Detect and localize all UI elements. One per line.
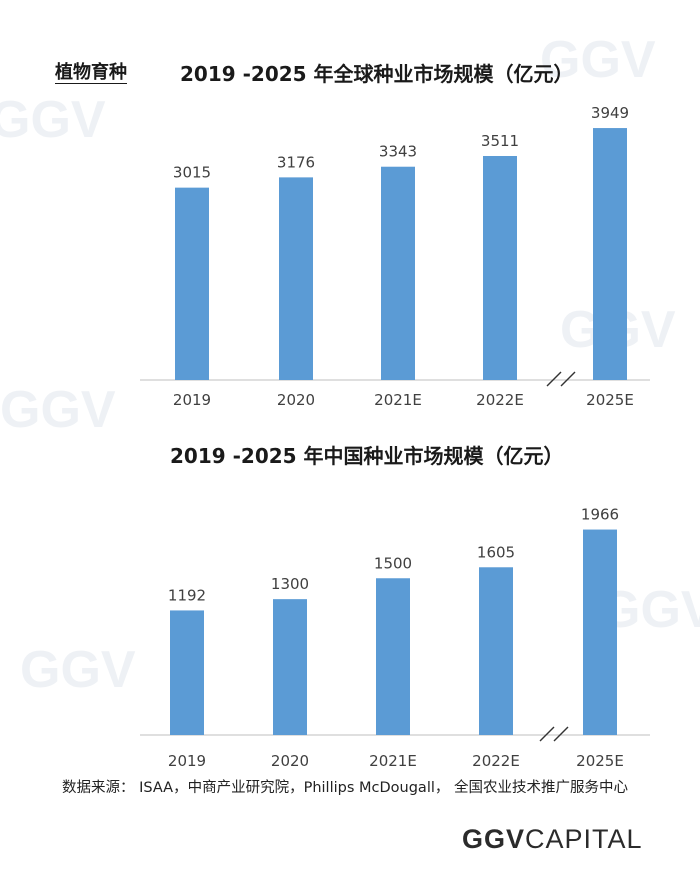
axis-break-stroke (560, 371, 576, 387)
tick-label-2019: 2019 (168, 752, 206, 770)
chart-title-china: 2019 -2025 年中国种业市场规模（亿元） (170, 444, 564, 468)
data-label-2021e: 1500 (374, 554, 412, 572)
bar-2019 (170, 610, 204, 735)
logo-ggv: GGV (462, 824, 526, 854)
axis-break-mark (539, 726, 569, 742)
bar-2020 (279, 177, 313, 380)
data-label-2019: 3015 (173, 164, 211, 182)
tick-label-2020: 2020 (277, 391, 315, 409)
chart-global: 3015 2019 3176 2020 3343 2021E 3511 2022E 3949 20… (140, 104, 650, 409)
tick-label-2020: 2020 (271, 752, 309, 770)
tick-label-2022e: 2022E (476, 391, 524, 409)
data-label-2022e: 3511 (481, 132, 519, 150)
bar-2022e (479, 567, 513, 735)
bar-2020 (273, 599, 307, 735)
data-label-2020: 1300 (271, 575, 309, 593)
section-tag: 植物育种 (55, 62, 127, 83)
bar-2021e (381, 166, 415, 380)
bar-2019 (175, 187, 209, 380)
ggv-capital-logo: GGVCAPITAL (462, 824, 643, 855)
axis-break-stroke (539, 726, 555, 742)
axis-break-stroke (546, 371, 562, 387)
source-note: 数据来源： ISAA，中商产业研究院，Phillips McDougall， 全… (62, 780, 628, 796)
data-label-2020: 3176 (277, 153, 315, 171)
tick-label-2025e: 2025E (576, 752, 624, 770)
data-label-2025e: 1966 (581, 506, 619, 524)
tick-label-2021e: 2021E (374, 391, 422, 409)
data-label-2022e: 1605 (477, 543, 515, 561)
bar-2025e (593, 128, 627, 380)
chart-title-global: 2019 -2025 年全球种业市场规模（亿元） (180, 62, 574, 86)
data-label-2021e: 3343 (379, 143, 417, 161)
axis-break-stroke (553, 726, 569, 742)
bar-2025e (583, 529, 617, 735)
tick-label-2021e: 2021E (369, 752, 417, 770)
tick-label-2019: 2019 (173, 391, 211, 409)
chart-china: 1192 2019 1300 2020 1500 2021E 1605 2022E 1966 20… (140, 506, 650, 770)
tick-label-2022e: 2022E (472, 752, 520, 770)
tick-label-2025e: 2025E (586, 391, 634, 409)
data-label-2025e: 3949 (591, 104, 629, 122)
bar-2021e (376, 578, 410, 735)
axis-break-mark (546, 371, 576, 387)
bar-2022e (483, 155, 517, 380)
data-label-2019: 1192 (168, 586, 206, 604)
logo-capital: CAPITAL (525, 824, 643, 854)
